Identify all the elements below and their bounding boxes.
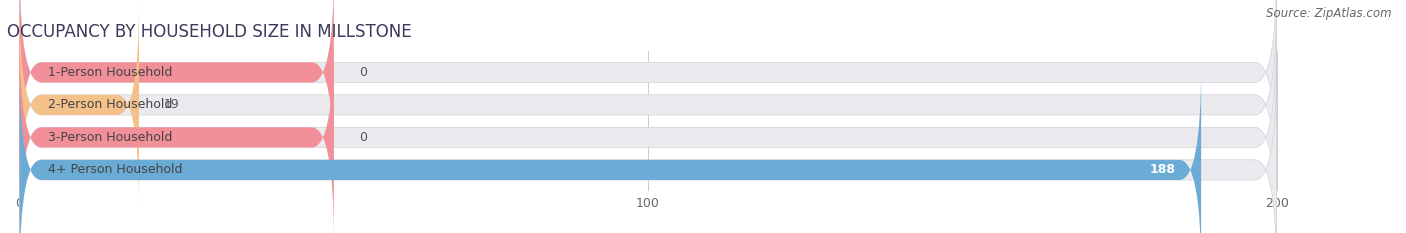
- FancyBboxPatch shape: [20, 1, 1277, 209]
- Text: 3-Person Household: 3-Person Household: [48, 131, 173, 144]
- Text: 1-Person Household: 1-Person Household: [48, 66, 173, 79]
- Text: 188: 188: [1150, 163, 1175, 176]
- Text: 4+ Person Household: 4+ Person Household: [48, 163, 183, 176]
- Text: 0: 0: [359, 131, 367, 144]
- FancyBboxPatch shape: [20, 0, 333, 176]
- FancyBboxPatch shape: [20, 34, 1277, 233]
- FancyBboxPatch shape: [20, 34, 333, 233]
- Text: 0: 0: [359, 66, 367, 79]
- FancyBboxPatch shape: [20, 66, 1201, 233]
- Text: Source: ZipAtlas.com: Source: ZipAtlas.com: [1267, 7, 1392, 20]
- FancyBboxPatch shape: [20, 66, 1277, 233]
- FancyBboxPatch shape: [20, 1, 139, 209]
- Text: OCCUPANCY BY HOUSEHOLD SIZE IN MILLSTONE: OCCUPANCY BY HOUSEHOLD SIZE IN MILLSTONE: [7, 23, 412, 41]
- Text: 19: 19: [165, 98, 180, 111]
- FancyBboxPatch shape: [20, 0, 1277, 176]
- Text: 2-Person Household: 2-Person Household: [48, 98, 173, 111]
